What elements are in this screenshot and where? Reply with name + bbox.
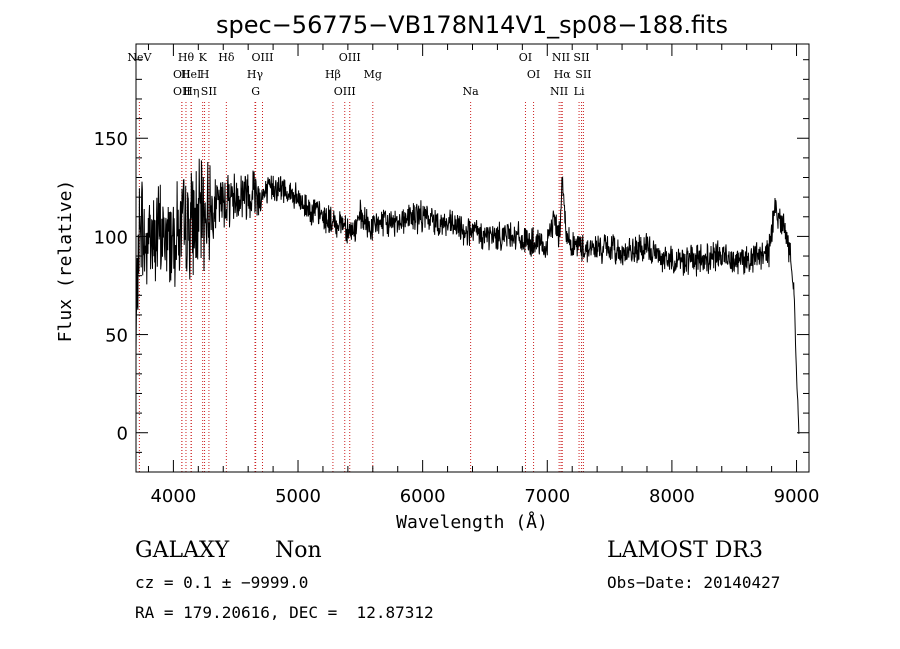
spectrum-series-line xyxy=(135,158,800,434)
line-label: Hθ xyxy=(178,51,195,64)
line-label: OII xyxy=(173,85,191,98)
line-label: OII xyxy=(173,68,191,81)
x-tick-label: 7000 xyxy=(524,486,570,507)
x-tick-label: 9000 xyxy=(774,486,820,507)
line-label: G xyxy=(251,85,260,98)
emission-line-labels: NeV OII OII Hθ HeI Hη KH SII Hδ Hγ G OIII Hβ OIII OIII… xyxy=(127,51,591,98)
line-label: Li xyxy=(574,85,585,98)
line-label: K xyxy=(199,51,208,64)
line-label: SII xyxy=(201,85,217,98)
x-tick-label: 8000 xyxy=(649,486,695,507)
line-label: OI xyxy=(527,68,540,81)
line-label: Hδ xyxy=(218,51,235,64)
line-label: SII xyxy=(575,68,591,81)
x-tick-label: 5000 xyxy=(275,486,321,507)
x-axis-label: Wavelength (Å) xyxy=(396,511,548,533)
y-tick-label: 50 xyxy=(105,326,128,347)
axis-tick-labels: 4000 5000 6000 7000 8000 9000 0 50 100 150 xyxy=(94,129,820,507)
y-tick-label: 150 xyxy=(94,129,128,150)
line-label: Hγ xyxy=(247,68,264,81)
survey-label: LAMOST DR3 xyxy=(607,538,763,563)
chart-title: spec−56775−VB178N14V1_sp08−188.fits xyxy=(216,11,728,39)
coordinates-readout: RA = 179.20616, DEC = 12.87312 xyxy=(135,603,434,622)
line-label: OIII xyxy=(251,51,273,64)
line-label: SII xyxy=(573,51,589,64)
obs-date-readout: Obs−Date: 20140427 xyxy=(607,573,781,592)
line-label: OI xyxy=(519,51,532,64)
axis-ticks xyxy=(136,44,809,472)
subclass-label: Non xyxy=(275,538,322,563)
line-label: OIII xyxy=(334,85,356,98)
line-label: HeI xyxy=(181,68,201,81)
y-tick-label: 100 xyxy=(94,227,128,248)
line-label: Hα xyxy=(554,68,572,81)
line-label: Mg xyxy=(364,68,382,81)
line-label: Hη xyxy=(183,85,199,98)
line-label: NII xyxy=(550,85,568,98)
redshift-readout: cz = 0.1 ± −9999.0 xyxy=(135,573,309,592)
x-tick-label: 4000 xyxy=(150,486,196,507)
line-label: NeV xyxy=(127,51,152,64)
emission-line-markers xyxy=(138,102,584,472)
line-label: Hβ xyxy=(325,68,341,81)
line-label: OIII xyxy=(339,51,361,64)
y-axis-label: Flux (relative) xyxy=(55,180,76,343)
y-tick-label: 0 xyxy=(117,424,128,445)
classification-label: GALAXY xyxy=(135,538,230,563)
x-tick-label: 6000 xyxy=(400,486,446,507)
line-label: Na xyxy=(463,85,480,98)
line-label: NII xyxy=(552,51,570,64)
line-label: H xyxy=(200,68,210,81)
